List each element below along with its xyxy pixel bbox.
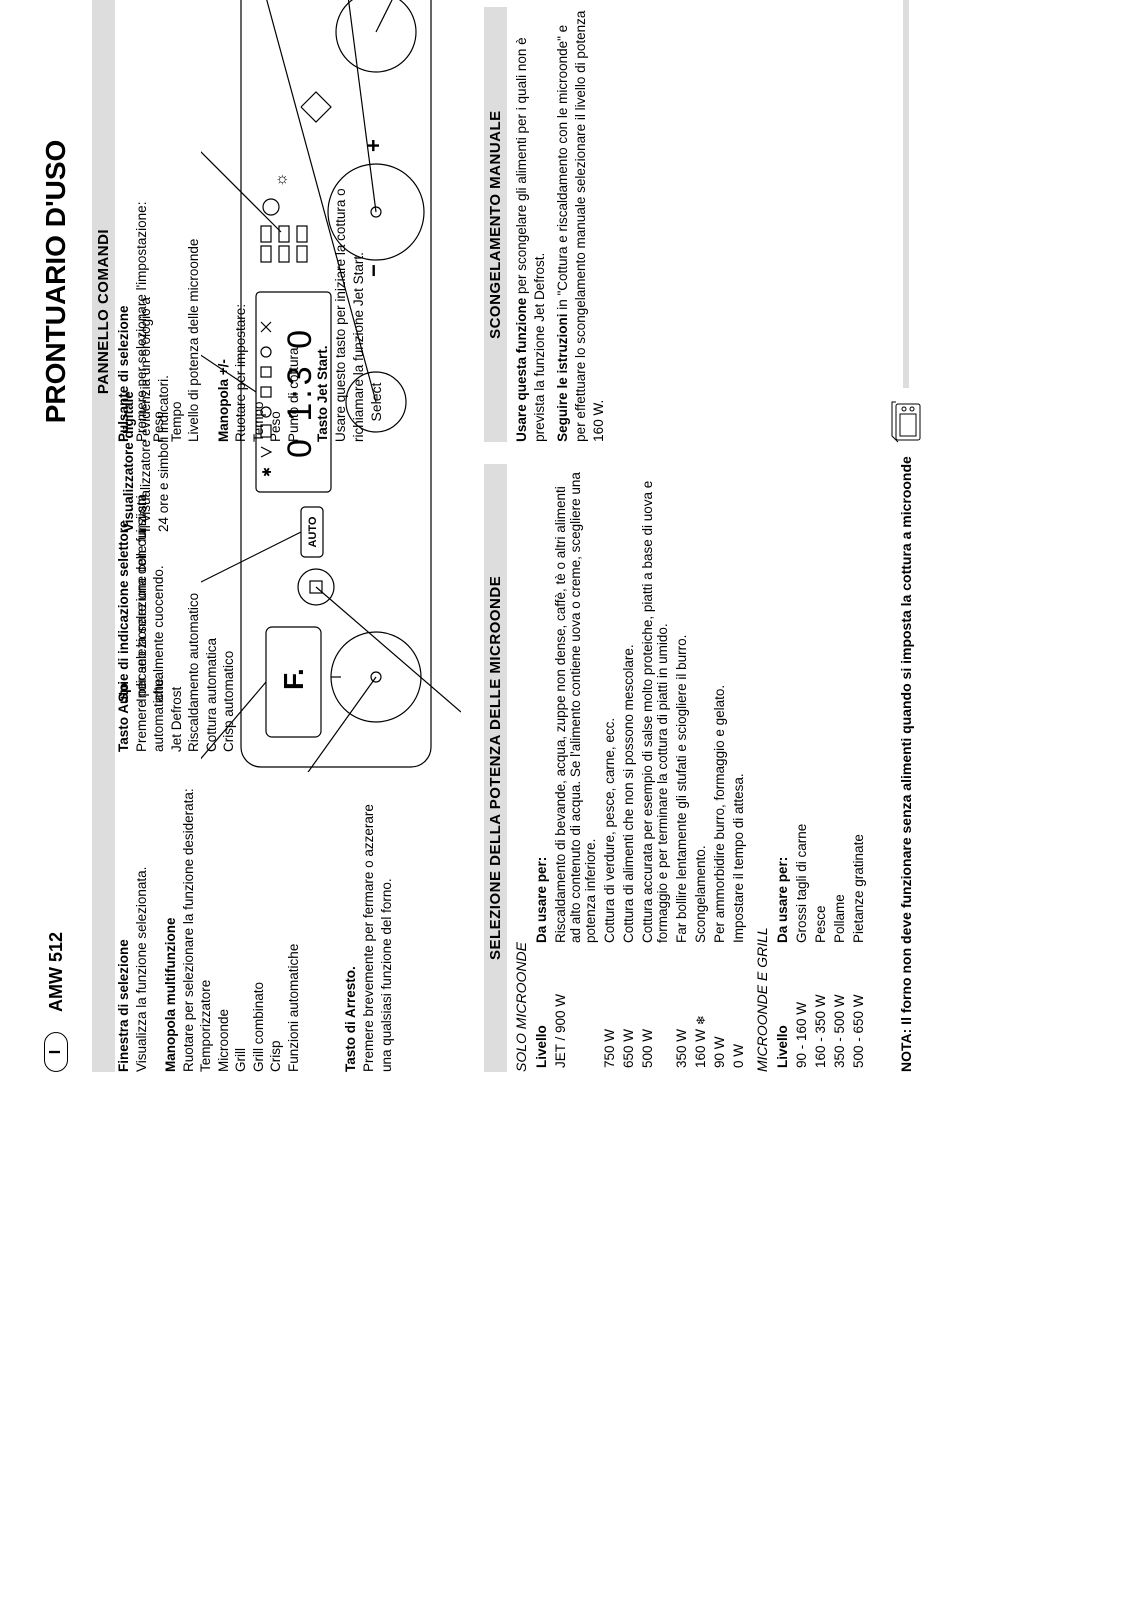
knob-item-1: Peso — [267, 152, 285, 442]
section-panel-title: PANNELLO COMANDI — [92, 0, 115, 1072]
multi-item-1: Microonde — [215, 782, 233, 1072]
sel-btn-item-0: Peso — [150, 152, 168, 442]
plus-label: + — [361, 139, 386, 152]
header: I AMW 512 PRONTUARIO D'USO — [40, 0, 72, 1072]
model-number: AMW 512 — [46, 932, 67, 1012]
defrost-p2a: Seguire le istruzioni — [555, 314, 570, 442]
section-power-title: SELEZIONE DELLA POTENZA DELLE MICROONDE — [484, 464, 507, 1072]
microwave-icon — [888, 400, 924, 444]
indicator-heading: Spie di indicazione selettore — [115, 422, 133, 702]
micro-power-table: LivelloDa usare per: JET / 900 WRiscalda… — [532, 464, 748, 1072]
country-code: I — [44, 1032, 68, 1072]
multi-item-5: Funzioni automatiche — [285, 782, 303, 1072]
svg-text:✱: ✱ — [260, 467, 274, 477]
lower-section: SELEZIONE DELLA POTENZA DELLE MICROONDE … — [484, 0, 868, 1072]
sel-window-heading: Finestra di selezione — [115, 782, 133, 1072]
sel-btn-item-1: Tempo — [168, 152, 186, 442]
multi-item-0: Temporizzatore — [197, 782, 215, 1072]
page-title: PRONTUARIO D'USO — [40, 0, 72, 852]
auto-label: AUTO — [307, 516, 319, 547]
stop-text: Premere brevemente per fermare o azzerar… — [360, 782, 395, 1072]
footnote: NOTA: Il forno non deve funzionare senza… — [888, 0, 924, 1072]
multi-item-4: Crisp — [267, 782, 285, 1072]
multi-item-3: Grill combinato — [250, 782, 268, 1072]
multi-knob-heading: Manopola multifunzione — [162, 782, 180, 1072]
jet-heading: Tasto Jet Start. — [314, 152, 332, 442]
knob-text: Ruotare per impostare: — [232, 152, 250, 442]
sel-btn-item-2: Livello di potenza delle microonde — [185, 152, 203, 442]
micro-grill-heading: MICROONDE E GRILL — [754, 464, 770, 1072]
knob-item-0: Tempo — [250, 152, 268, 442]
multi-item-2: Grill — [232, 782, 250, 1072]
defrost-p1a: Usare questa funzione — [514, 298, 529, 442]
section-defrost-title: SCONGELAMENTO MANUALE — [484, 7, 507, 441]
footnote-text: NOTA: Il forno non deve funzionare senza… — [898, 456, 914, 1072]
micro-only-heading: SOLO MICROONDE — [513, 464, 529, 1072]
sel-btn-text: Premere per selezionare l'impostazione: — [133, 152, 151, 442]
multi-knob-text: Ruotare per selezionare la funzione desi… — [180, 782, 198, 1072]
stop-heading: Tasto di Arresto. — [342, 782, 360, 1072]
indicator-text: Indicano la selezione con cui si sta att… — [133, 422, 168, 702]
auto-item-1: Riscaldamento automatico — [185, 472, 203, 752]
knob-heading: Manopola +/- — [215, 152, 233, 442]
f-label: F. — [278, 668, 309, 690]
snowflake-icon: ❄ — [694, 1015, 708, 1025]
jet-text: Usare questo tasto per iniziare la cottu… — [332, 152, 367, 442]
sel-window-text: Visualizza la funzione selezionata. — [133, 782, 151, 1072]
sel-btn-heading: Pulsante di selezione — [115, 152, 133, 442]
knob-item-2: Punto di cottura — [285, 152, 303, 442]
grill-power-table: LivelloDa usare per: 90 - 160 WGrossi ta… — [773, 464, 868, 1072]
